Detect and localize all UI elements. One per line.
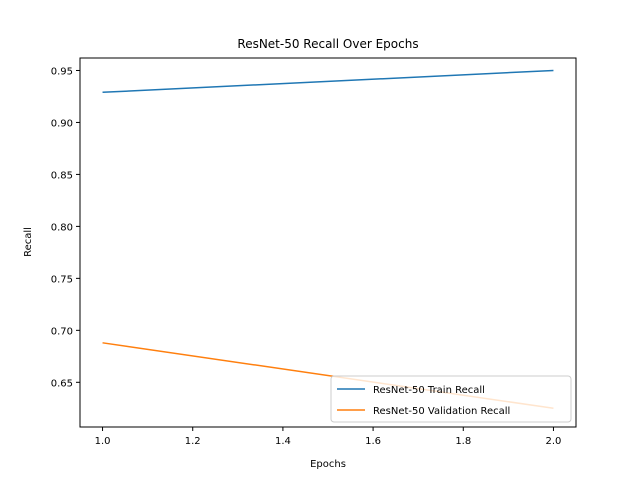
x-tick-label: 2.0 xyxy=(546,436,562,447)
y-axis-title: Recall xyxy=(23,227,34,257)
x-tick-label: 1.2 xyxy=(185,436,201,447)
y-tick-label: 0.95 xyxy=(51,66,73,77)
plot-area-frame xyxy=(79,57,577,428)
y-tick-label: 0.90 xyxy=(51,118,73,129)
x-axis-title: Epochs xyxy=(310,459,346,470)
chart-title: ResNet-50 Recall Over Epochs xyxy=(237,37,418,51)
y-tick-label: 0.65 xyxy=(51,378,73,389)
x-tick-label: 1.8 xyxy=(455,436,471,447)
series-line-0 xyxy=(102,69,554,94)
legend-box xyxy=(330,375,572,423)
y-tick-label: 0.75 xyxy=(51,274,73,285)
legend-label-1: ResNet-50 Validation Recall xyxy=(373,406,510,417)
y-tick-label: 0.80 xyxy=(51,222,73,233)
x-tick-label: 1.4 xyxy=(275,436,291,447)
x-tick-label: 1.6 xyxy=(365,436,381,447)
legend: ResNet-50 Train Recall ResNet-50 Validati… xyxy=(330,375,572,423)
y-tick-label: 0.70 xyxy=(51,326,73,337)
legend-label-0: ResNet-50 Train Recall xyxy=(373,385,485,396)
axis-ticks: 1.0 1.2 1.4 1.6 1.8 2.0 0.65 0.70 0.75 0.80 0.85 0.… xyxy=(51,66,562,447)
y-tick-label: 0.85 xyxy=(51,170,73,181)
x-tick-label: 1.0 xyxy=(95,436,111,447)
